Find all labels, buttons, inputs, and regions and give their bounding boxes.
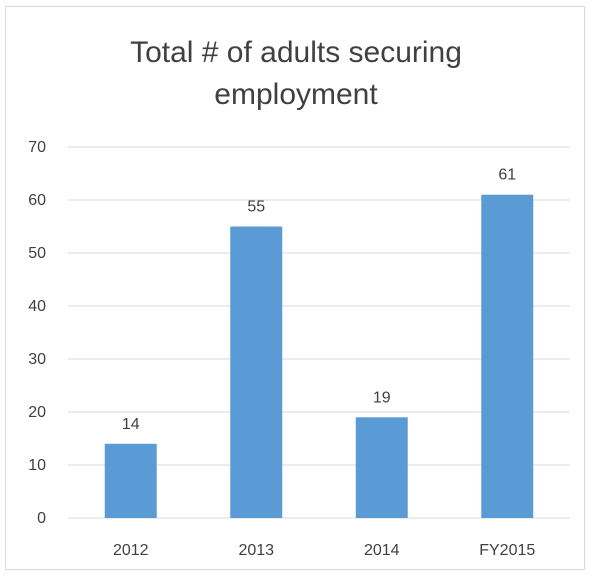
- data-labels: 14 55 19 61: [122, 167, 516, 433]
- y-tick-label: 50: [28, 245, 46, 262]
- data-label: 61: [498, 167, 516, 184]
- y-tick-label: 70: [28, 139, 46, 156]
- x-tick-label: 2012: [113, 542, 149, 559]
- bar-fy2015: [481, 194, 534, 518]
- bar-2013: [230, 226, 283, 518]
- bars: [104, 194, 534, 518]
- x-tick-label: 2014: [364, 542, 400, 559]
- y-tick-label: 10: [28, 457, 46, 474]
- y-tick-label: 30: [28, 351, 46, 368]
- y-tick-label: 60: [28, 192, 46, 209]
- y-tick-label: 0: [37, 510, 46, 527]
- y-axis: 0 10 20 30 40 50 60 70: [28, 139, 46, 527]
- data-label: 19: [373, 389, 391, 406]
- y-tick-label: 20: [28, 404, 46, 421]
- data-label: 55: [247, 199, 265, 216]
- data-label: 14: [122, 416, 140, 433]
- bar-2012: [104, 443, 157, 518]
- bar-2014: [355, 417, 408, 518]
- chart-title: Total # of adults securing employment: [130, 36, 462, 111]
- y-tick-label: 40: [28, 298, 46, 315]
- x-tick-label: 2013: [238, 542, 274, 559]
- x-axis: 2012 2013 2014 FY2015: [113, 542, 535, 559]
- x-tick-label: FY2015: [479, 542, 535, 559]
